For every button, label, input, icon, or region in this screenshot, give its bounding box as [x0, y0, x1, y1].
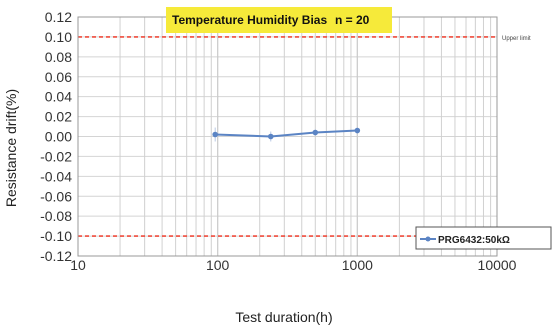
y-tick-label: -0.12 [40, 248, 72, 264]
grid [78, 16, 497, 257]
limit-label: Upper limit [502, 36, 531, 42]
x-axis-title: Test duration(h) [235, 309, 332, 325]
x-tick-label: 10000 [478, 257, 517, 273]
chart-title: Temperature Humidity Bias [172, 13, 327, 27]
tick-labels: -0.12 -0.10 -0.08 -0.06 -0.04 -0.02 0.00 0.02 0.… [40, 9, 517, 273]
y-tick-label: -0.06 [40, 188, 72, 204]
chart-sample-size: n = 20 [335, 13, 370, 27]
x-tick-label: 1000 [342, 257, 373, 273]
legend-box [415, 226, 552, 250]
chart-title-box: Temperature Humidity Bias n = 20 [166, 7, 392, 33]
data-point [212, 131, 218, 138]
y-axis-title: Resistance drift(%) [3, 89, 19, 207]
series-line [215, 129, 358, 138]
y-tick-label: 0.12 [45, 9, 72, 25]
x-tick-label: 100 [206, 257, 230, 273]
y-tick-label: 0.02 [45, 109, 72, 125]
x-tick-label: 10 [70, 257, 86, 273]
series [212, 127, 361, 142]
y-tick-label: 0.08 [45, 49, 72, 65]
y-tick-label: 0.06 [45, 69, 72, 85]
y-tick-label: 0.04 [45, 89, 72, 105]
limit-lines: Upper limitLower limit [78, 36, 531, 241]
y-tick-label: 0.00 [45, 129, 72, 145]
data-point [312, 129, 319, 136]
legend: PRG6432:50kΩ [415, 226, 552, 250]
y-tick-label: -0.02 [40, 148, 72, 164]
y-tick-label: -0.08 [40, 208, 72, 224]
legend-point-marker [425, 236, 431, 242]
y-tick-label: -0.10 [40, 228, 72, 244]
data-point [354, 127, 361, 134]
chart-title-background [166, 7, 392, 33]
y-tick-label: -0.04 [40, 168, 72, 184]
y-tick-label: 0.10 [45, 29, 72, 45]
legend-label: PRG6432:50kΩ [438, 235, 510, 246]
data-point [267, 133, 274, 140]
